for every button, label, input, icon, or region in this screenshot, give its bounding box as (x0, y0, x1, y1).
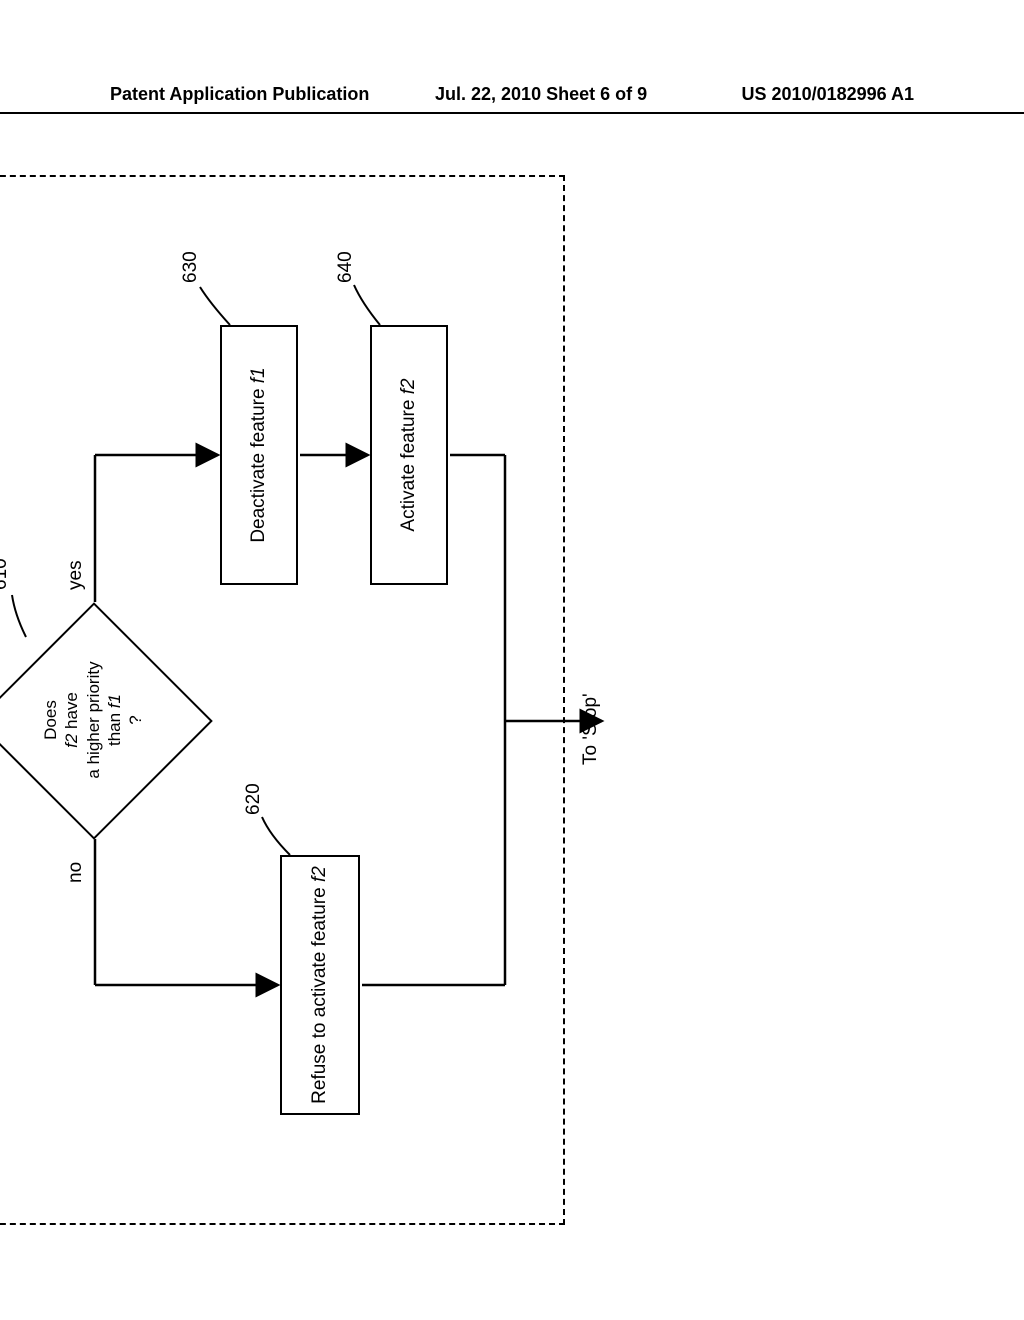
decision-text: Does f2 have a higher priority than f1 ? (40, 625, 146, 815)
decision-line3: a higher priority (84, 661, 103, 778)
process-640-text: Activate feature f2 (397, 378, 422, 531)
process-630-b: f1 (248, 367, 269, 383)
figure-rotated-canvas: Figure 6 From 340 To 'Stop' (0, 235, 1024, 1135)
ref-620: 620 (243, 783, 265, 815)
decision-line1: Does (41, 700, 60, 740)
edge-no-label: no (65, 862, 87, 883)
edge-yes-label: yes (65, 560, 87, 590)
process-630-text: Deactivate feature f1 (247, 367, 272, 542)
process-620-text: Refuse to activate feature f2 (308, 866, 333, 1104)
process-640-a: Activate feature (398, 394, 419, 531)
decision-qmark: ? (126, 715, 145, 724)
process-620: Refuse to activate feature f2 (280, 855, 360, 1115)
process-630-a: Deactivate feature (248, 383, 269, 542)
process-640-b: f2 (398, 378, 419, 394)
decision-610: Does f2 have a higher priority than f1 ? (10, 637, 178, 805)
ref-610: 610 (0, 558, 12, 590)
header-right: US 2010/0182996 A1 (742, 84, 914, 105)
ref-640: 640 (335, 251, 357, 283)
process-620-b: f2 (309, 866, 330, 882)
process-630: Deactivate feature f1 (220, 325, 298, 585)
decision-line4a: than (105, 708, 124, 746)
decision-f2: f2 (62, 734, 81, 748)
ref-630: 630 (180, 251, 202, 283)
process-640: Activate feature f2 (370, 325, 448, 585)
decision-line2b: have (62, 692, 81, 734)
decision-f1: f1 (105, 694, 124, 708)
process-620-a: Refuse to activate feature (309, 882, 330, 1104)
